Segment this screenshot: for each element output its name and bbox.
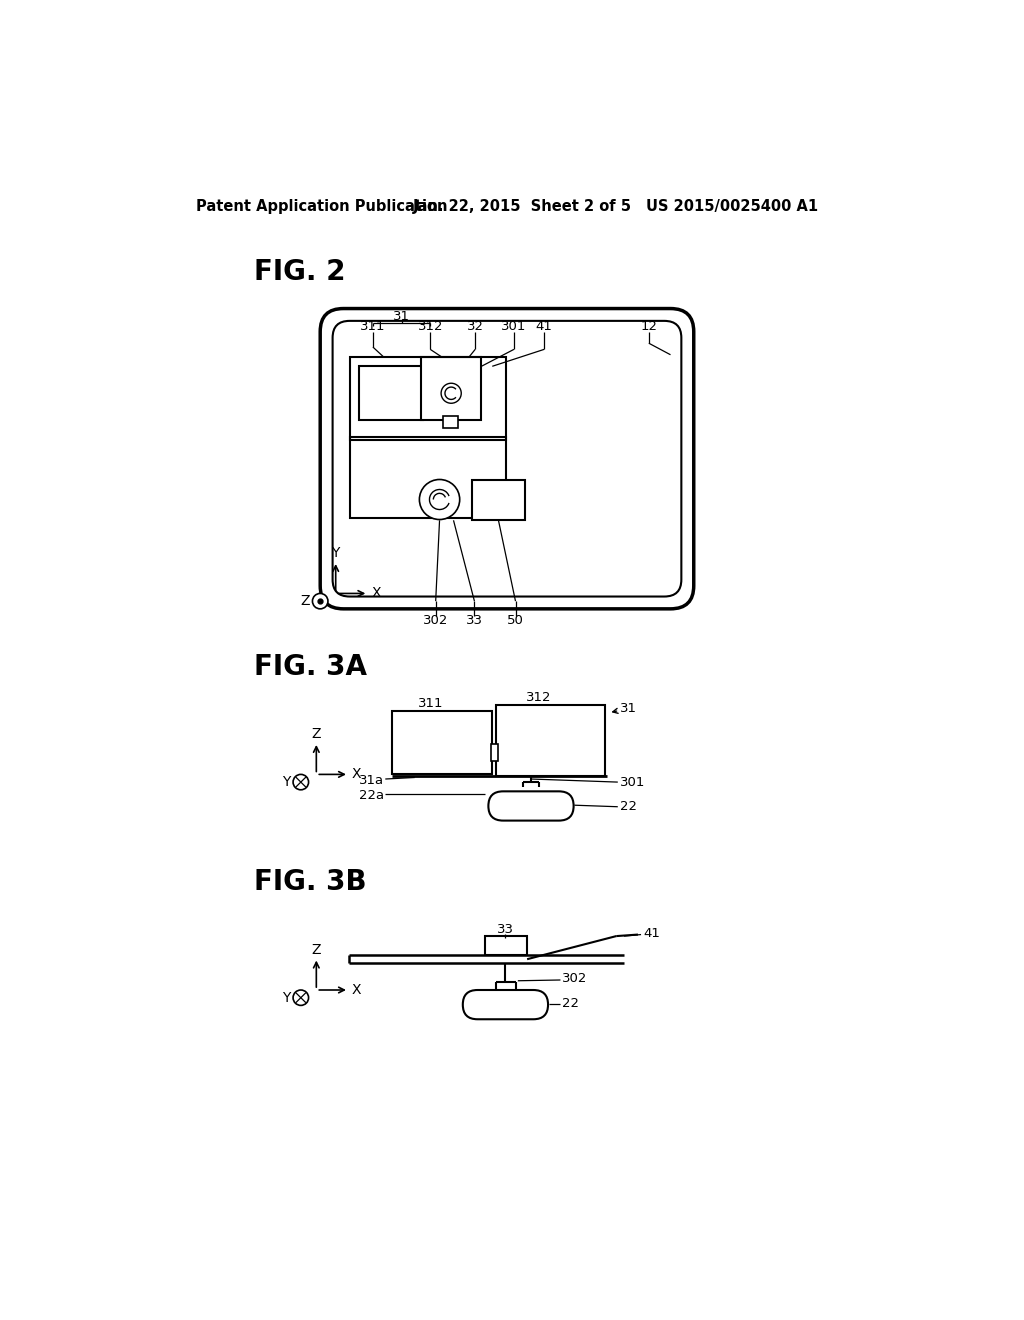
Circle shape xyxy=(312,594,328,609)
Text: 22a: 22a xyxy=(358,789,384,803)
Text: Y: Y xyxy=(282,775,290,789)
Text: 31: 31 xyxy=(621,702,637,715)
Text: FIG. 2: FIG. 2 xyxy=(254,259,346,286)
Text: X: X xyxy=(372,586,381,601)
Text: Jan. 22, 2015  Sheet 2 of 5: Jan. 22, 2015 Sheet 2 of 5 xyxy=(414,198,632,214)
Circle shape xyxy=(293,775,308,789)
Text: 33: 33 xyxy=(497,924,514,936)
Text: X: X xyxy=(352,983,361,997)
Text: 50: 50 xyxy=(507,614,524,627)
Text: 22: 22 xyxy=(621,800,637,813)
Text: 312: 312 xyxy=(526,690,552,704)
Bar xyxy=(496,705,604,776)
Bar xyxy=(359,367,423,420)
Text: Patent Application Publication: Patent Application Publication xyxy=(197,198,447,214)
Text: 31: 31 xyxy=(393,310,410,323)
FancyBboxPatch shape xyxy=(333,321,681,597)
Text: Y: Y xyxy=(282,991,290,1005)
Text: 12: 12 xyxy=(640,319,657,333)
Text: 312: 312 xyxy=(418,319,443,333)
Text: 311: 311 xyxy=(360,319,386,333)
Text: Z: Z xyxy=(301,594,310,609)
Text: 302: 302 xyxy=(423,614,449,627)
Bar xyxy=(421,358,481,420)
Bar xyxy=(391,711,493,775)
Text: FIG. 3A: FIG. 3A xyxy=(254,652,368,681)
Text: 301: 301 xyxy=(621,776,645,788)
Text: 311: 311 xyxy=(418,697,443,710)
Text: Z: Z xyxy=(311,942,322,957)
Text: 301: 301 xyxy=(502,319,526,333)
Text: 31a: 31a xyxy=(358,774,384,787)
Bar xyxy=(349,358,506,441)
Bar xyxy=(490,743,499,760)
FancyBboxPatch shape xyxy=(463,990,548,1019)
Bar xyxy=(484,936,527,956)
Bar xyxy=(442,416,458,428)
Text: 22: 22 xyxy=(562,998,579,1010)
Circle shape xyxy=(420,479,460,520)
FancyBboxPatch shape xyxy=(321,309,693,609)
Circle shape xyxy=(293,990,308,1006)
Text: Y: Y xyxy=(332,546,340,561)
FancyBboxPatch shape xyxy=(488,792,573,821)
Text: US 2015/0025400 A1: US 2015/0025400 A1 xyxy=(646,198,818,214)
Text: X: X xyxy=(352,767,361,781)
Text: FIG. 3B: FIG. 3B xyxy=(254,869,367,896)
Text: 302: 302 xyxy=(562,972,588,985)
Text: Z: Z xyxy=(311,727,322,742)
Text: 32: 32 xyxy=(467,319,483,333)
Text: 33: 33 xyxy=(466,614,483,627)
Bar xyxy=(472,480,525,520)
Bar xyxy=(349,437,506,517)
Text: 41: 41 xyxy=(536,319,553,333)
Circle shape xyxy=(441,383,461,404)
Text: 41: 41 xyxy=(643,927,660,940)
